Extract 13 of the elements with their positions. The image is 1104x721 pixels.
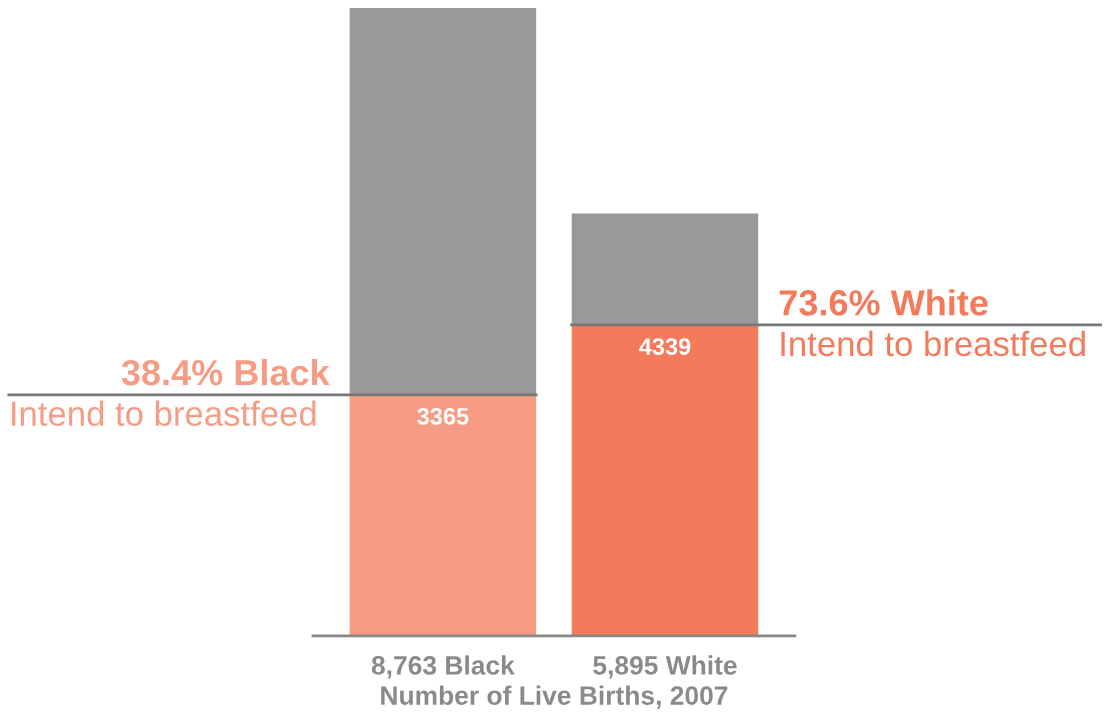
ref-line-label: 38.4% Black	[121, 358, 330, 386]
annotation: Intend to breastfeed	[781, 330, 1085, 357]
x-tick-label: 8,763 Black	[371, 655, 515, 679]
bar	[349, 7, 537, 395]
x-axis-title: Number of Live Births, 2007	[381, 685, 728, 709]
data-label: 3365	[417, 407, 469, 425]
x-tick-label: 5,895 White	[593, 655, 737, 679]
data-label: 4339	[639, 338, 691, 355]
bar	[571, 213, 759, 325]
ref-line-label: 73.6% White	[779, 289, 988, 316]
bar	[349, 394, 537, 636]
bar	[571, 324, 759, 636]
annotation: Intend to breastfeed	[12, 400, 316, 427]
